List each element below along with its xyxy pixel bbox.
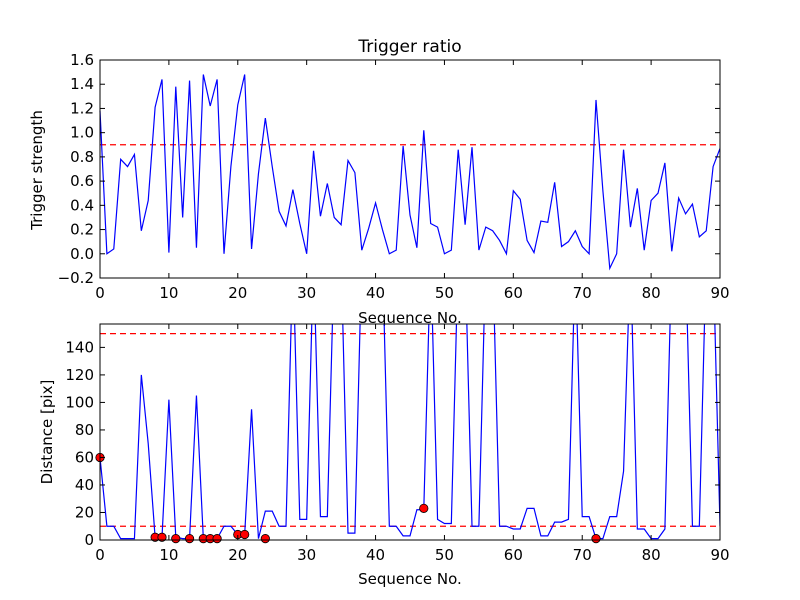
x-tick-label: 30: [297, 284, 316, 302]
chart-title: Trigger ratio: [357, 37, 461, 57]
x-axis-label: Sequence No.: [358, 570, 462, 588]
trigger-marker: [419, 503, 429, 513]
trigger-strength-line: [99, 74, 721, 271]
y-tick-label: 100: [65, 393, 94, 411]
x-tick-label: 20: [228, 284, 247, 302]
y-tick-label: 0: [84, 531, 94, 549]
trigger-marker: [171, 534, 181, 544]
y-ticks: −0.2 0.0 0.2 0.4 0.6 0.8 1.0 1.2 1.4 1.6: [58, 51, 720, 287]
x-tick-label: 30: [297, 546, 316, 564]
plot-frame: [99, 323, 721, 541]
y-tick-label: 1.4: [70, 75, 94, 93]
y-axis-label: Trigger strength: [28, 110, 46, 231]
y-tick-label: 1.2: [70, 99, 94, 117]
x-tick-label: 0: [95, 546, 105, 564]
x-tick-label: 60: [504, 546, 523, 564]
x-tick-label: 0: [95, 284, 105, 302]
x-tick-label: 50: [435, 284, 454, 302]
trigger-marker: [240, 529, 250, 540]
x-tick-label: 10: [159, 284, 178, 302]
x-tick-label: 90: [710, 546, 729, 564]
y-tick-label: 140: [65, 338, 94, 356]
y-tick-label: 0.2: [70, 221, 94, 239]
y-ticks: 0 20 40 60 80 100 120 140: [65, 338, 720, 549]
y-tick-label: −0.2: [58, 269, 94, 287]
y-tick-label: 40: [75, 476, 94, 494]
x-tick-label: 80: [642, 284, 661, 302]
trigger-ratio-panel: Trigger ratio Trigger strength Sequence …: [28, 37, 730, 327]
distance-line: [100, 324, 720, 540]
trigger-marker: [260, 534, 270, 544]
y-tick-label: 20: [75, 503, 94, 521]
x-tick-label: 90: [710, 284, 729, 302]
y-tick-label: 0.0: [70, 245, 94, 263]
trigger-marker: [157, 532, 167, 542]
x-tick-label: 80: [642, 546, 661, 564]
x-ticks: 0 10 20 30 40 50 60 70 80 90: [95, 324, 730, 564]
plot-frame: [99, 59, 721, 279]
trigger-marker: [184, 534, 195, 544]
y-tick-label: 80: [75, 421, 94, 439]
y-axis-label: Distance [pix]: [38, 380, 56, 485]
trigger-marker: [212, 534, 222, 544]
y-tick-label: 1.6: [70, 51, 94, 69]
y-tick-label: 0.6: [70, 172, 94, 190]
x-ticks: 0 10 20 30 40 50 60 70 80 90: [95, 60, 730, 302]
y-tick-label: 120: [65, 366, 94, 384]
x-tick-label: 40: [366, 284, 385, 302]
x-tick-label: 70: [573, 546, 592, 564]
x-tick-label: 60: [504, 284, 523, 302]
x-tick-label: 70: [573, 284, 592, 302]
y-tick-label: 0.8: [70, 148, 94, 166]
x-tick-label: 20: [228, 546, 247, 564]
y-tick-label: 0.4: [70, 196, 94, 214]
distance-panel: Distance [pix] Sequence No. 020406080100…: [38, 323, 730, 588]
x-tick-label: 10: [159, 546, 178, 564]
y-tick-label: 60: [75, 448, 94, 466]
x-tick-label: 50: [435, 546, 454, 564]
trigger-markers: [95, 452, 601, 544]
y-tick-label: 1.0: [70, 124, 94, 142]
x-tick-label: 40: [366, 546, 385, 564]
x-axis-label: Sequence No.: [358, 309, 462, 327]
trigger-marker: [591, 534, 601, 544]
